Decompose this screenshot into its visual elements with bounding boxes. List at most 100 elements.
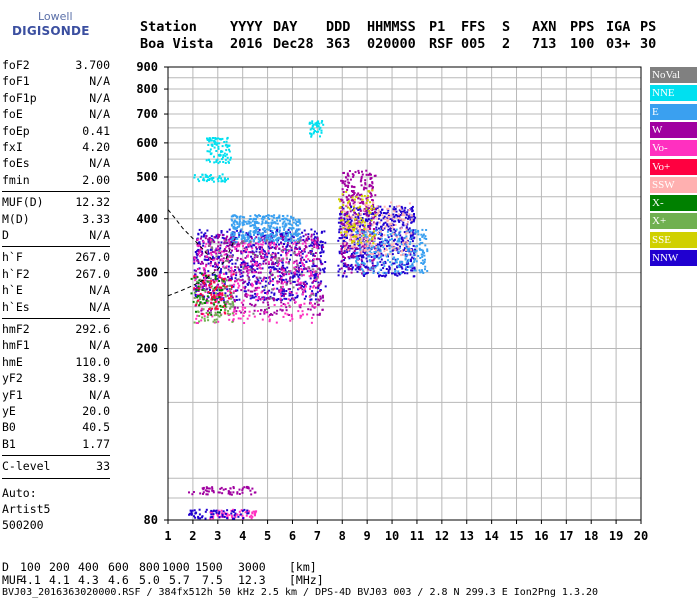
echo-point <box>291 294 294 296</box>
echo-point <box>422 233 425 236</box>
echo-point <box>211 255 214 258</box>
echo-point <box>310 298 313 301</box>
echo-point <box>267 245 270 248</box>
echo-point <box>205 493 208 496</box>
echo-point <box>226 509 229 512</box>
echo-point <box>247 266 250 268</box>
echo-point <box>201 313 204 316</box>
echo-point <box>276 287 279 290</box>
echo-point <box>213 257 216 260</box>
echo-point <box>260 249 263 252</box>
echo-point <box>203 319 206 322</box>
header-label: DDD <box>326 19 351 35</box>
echo-point <box>365 207 368 210</box>
echo-point <box>295 231 298 234</box>
echo-point <box>225 253 228 256</box>
echo-point <box>284 272 287 275</box>
echo-point <box>232 292 235 294</box>
echo-point <box>370 219 373 222</box>
echo-point <box>396 266 399 269</box>
echo-point <box>219 276 221 279</box>
echo-point <box>373 251 376 253</box>
echo-point <box>225 306 228 308</box>
echo-point <box>212 265 214 268</box>
echo-point <box>251 512 254 515</box>
echo-point <box>266 292 269 295</box>
echo-point <box>299 281 302 284</box>
echo-point <box>385 272 388 275</box>
echo-point <box>360 217 363 220</box>
echo-point <box>209 248 212 251</box>
echo-point <box>209 286 212 289</box>
echo-point <box>281 264 284 267</box>
echo-point <box>213 155 215 158</box>
echo-point <box>223 242 226 245</box>
echo-point <box>377 237 380 240</box>
echo-point <box>347 213 350 216</box>
header-label: S <box>502 19 511 35</box>
echo-point <box>282 269 285 272</box>
echo-point <box>396 258 399 261</box>
echo-point <box>360 256 363 259</box>
echo-point <box>378 252 381 255</box>
echo-point <box>254 237 257 240</box>
echo-point <box>217 245 220 248</box>
echo-point <box>378 243 381 246</box>
echo-point <box>221 236 224 239</box>
echo-point <box>199 292 202 295</box>
echo-point <box>408 216 411 219</box>
echo-point <box>218 176 220 179</box>
echo-point <box>364 241 367 244</box>
echo-point <box>271 240 274 243</box>
echo-point <box>424 268 426 271</box>
echo-point <box>363 221 366 224</box>
echo-point <box>200 272 203 275</box>
echo-point <box>256 310 259 312</box>
echo-point <box>210 311 212 314</box>
distance-value: 100 <box>20 560 41 574</box>
echo-point <box>222 265 225 268</box>
echo-point <box>314 252 317 254</box>
echo-point <box>341 211 344 214</box>
echo-point <box>269 273 272 276</box>
echo-point <box>210 309 212 312</box>
echo-point <box>206 137 208 140</box>
echo-point <box>218 234 221 236</box>
echo-point <box>380 219 383 222</box>
echo-point <box>345 275 348 278</box>
echo-point <box>385 212 388 215</box>
echo-point <box>393 215 396 218</box>
echo-point <box>249 232 252 235</box>
legend-item-w: W <box>650 121 697 138</box>
echo-point <box>196 296 199 299</box>
echo-point <box>422 234 425 237</box>
echo-point <box>365 210 368 213</box>
echo-point <box>262 218 265 221</box>
echo-point <box>314 286 317 289</box>
echo-point <box>369 201 372 204</box>
echo-point <box>380 237 383 240</box>
echo-point <box>340 210 342 213</box>
echo-point <box>365 257 368 260</box>
echo-point <box>247 264 250 267</box>
echo-point <box>363 262 366 265</box>
echo-point <box>290 215 292 218</box>
echo-point <box>262 241 265 243</box>
echo-point <box>313 242 316 245</box>
echo-point <box>230 514 233 517</box>
echo-point <box>280 233 283 236</box>
echo-point <box>348 170 351 172</box>
echo-point <box>369 260 372 263</box>
echo-point <box>225 249 228 252</box>
echo-point <box>201 316 204 319</box>
echo-point <box>340 222 343 225</box>
echo-point <box>372 258 375 261</box>
echo-point <box>203 179 206 182</box>
echo-point <box>346 224 349 227</box>
echo-point <box>218 175 221 178</box>
echo-point <box>311 265 314 268</box>
echo-point <box>270 254 273 257</box>
echo-point <box>412 257 415 260</box>
echo-point <box>209 511 212 514</box>
echo-point <box>411 262 414 265</box>
